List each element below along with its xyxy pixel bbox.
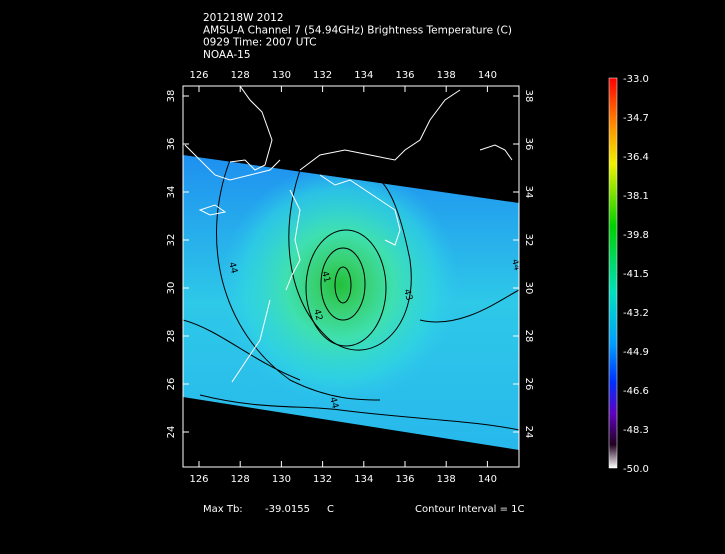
colorbar-label: -44.9 (623, 347, 649, 358)
warm-core (183, 155, 519, 450)
contour-interval: Contour Interval = 1C (415, 504, 525, 515)
colorbar-label: -36.4 (623, 152, 649, 163)
lat-label-left: 32 (166, 234, 177, 247)
lon-label-bottom: 132 (313, 474, 332, 485)
lon-label-bottom: 134 (354, 474, 373, 485)
lon-label-top: 128 (231, 70, 250, 81)
lon-label-bottom: 130 (272, 474, 291, 485)
lat-label-right: 32 (523, 234, 534, 247)
lat-label-left: 36 (166, 138, 177, 151)
contour-labels: 41 42 43 44 44 44 (226, 258, 522, 410)
lat-label-left: 26 (166, 378, 177, 391)
lon-label-bottom: 128 (231, 474, 250, 485)
lat-label-right: 34 (523, 186, 534, 199)
lat-label-right: 24 (523, 426, 534, 439)
colorbar-label: -33.0 (623, 74, 649, 85)
lon-label-top: 132 (313, 70, 332, 81)
lon-label-top: 138 (437, 70, 456, 81)
lon-label-top: 134 (354, 70, 373, 81)
lon-label-bottom: 140 (478, 474, 497, 485)
lat-label-left: 38 (166, 90, 177, 103)
contours (183, 159, 519, 431)
header-line: NOAA-15 (203, 49, 251, 61)
max-label: Max Tb: (203, 504, 243, 515)
lon-label-top: 136 (395, 70, 414, 81)
lon-label-bottom: 138 (437, 474, 456, 485)
footer: Max Tb: -39.0155 C Contour Interval = 1C (203, 504, 525, 515)
lat-label-right: 26 (523, 378, 534, 391)
header-line: 201218W 2012 (203, 12, 284, 24)
lat-label-right: 36 (523, 138, 534, 151)
contour-label: 41 (319, 270, 332, 284)
contour-label: 44 (509, 258, 522, 272)
colorbar-label: -38.1 (623, 191, 649, 202)
lat-label-right: 38 (523, 90, 534, 103)
contour-label: 43 (401, 288, 414, 302)
contour-label: 44 (226, 261, 239, 275)
colorbar-label: -46.6 (623, 386, 649, 397)
lon-label-top: 140 (478, 70, 497, 81)
map-frame (182, 85, 520, 468)
lat-label-right: 28 (523, 330, 534, 343)
contour-label: 44 (327, 396, 340, 410)
lat-label-left: 34 (166, 186, 177, 199)
colorbar (608, 77, 618, 469)
map-area: 41 42 43 44 44 44 (183, 86, 522, 467)
lon-label-bottom: 126 (189, 474, 208, 485)
lat-label-left: 28 (166, 330, 177, 343)
lon-label-top: 126 (189, 70, 208, 81)
colorbar-label: -34.7 (623, 113, 649, 124)
lat-label-left: 24 (166, 426, 177, 439)
lat-label-right: 30 (523, 282, 534, 295)
max-value: -39.0155 (265, 504, 310, 515)
frame-ticks (183, 86, 519, 467)
axis-labels: 126 126 128 128 130 130 132 132 134 134 136 136 138 1… (166, 70, 534, 485)
colorbar-label: -43.2 (623, 308, 649, 319)
colorbar-label: -50.0 (623, 464, 649, 475)
header-line: AMSU-A Channel 7 (54.94GHz) Brightness T… (203, 24, 512, 36)
max-unit: C (327, 504, 334, 515)
lon-label-bottom: 136 (395, 474, 414, 485)
colorbar-labels: -33.0 -34.7 -36.4 -38.1 -39.8 -41.5 -43.2 -44.9… (623, 74, 649, 475)
colorbar-label: -48.3 (623, 425, 649, 436)
coastlines (184, 86, 513, 383)
header-line: 0929 Time: 2007 UTC (203, 37, 317, 49)
lon-label-top: 130 (272, 70, 291, 81)
lat-label-left: 30 (166, 282, 177, 295)
contour-label: 42 (311, 308, 324, 322)
colorbar-label: -41.5 (623, 269, 649, 280)
colorbar-label: -39.8 (623, 230, 649, 241)
